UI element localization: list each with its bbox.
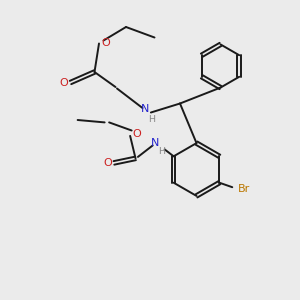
Text: O: O (101, 38, 110, 49)
Text: O: O (103, 158, 112, 168)
Text: O: O (132, 129, 141, 140)
Text: N: N (151, 138, 159, 148)
Text: O: O (59, 77, 68, 88)
Text: H: H (158, 147, 165, 156)
Text: H: H (148, 115, 156, 124)
Text: N: N (141, 103, 150, 114)
Text: Br: Br (238, 184, 250, 194)
